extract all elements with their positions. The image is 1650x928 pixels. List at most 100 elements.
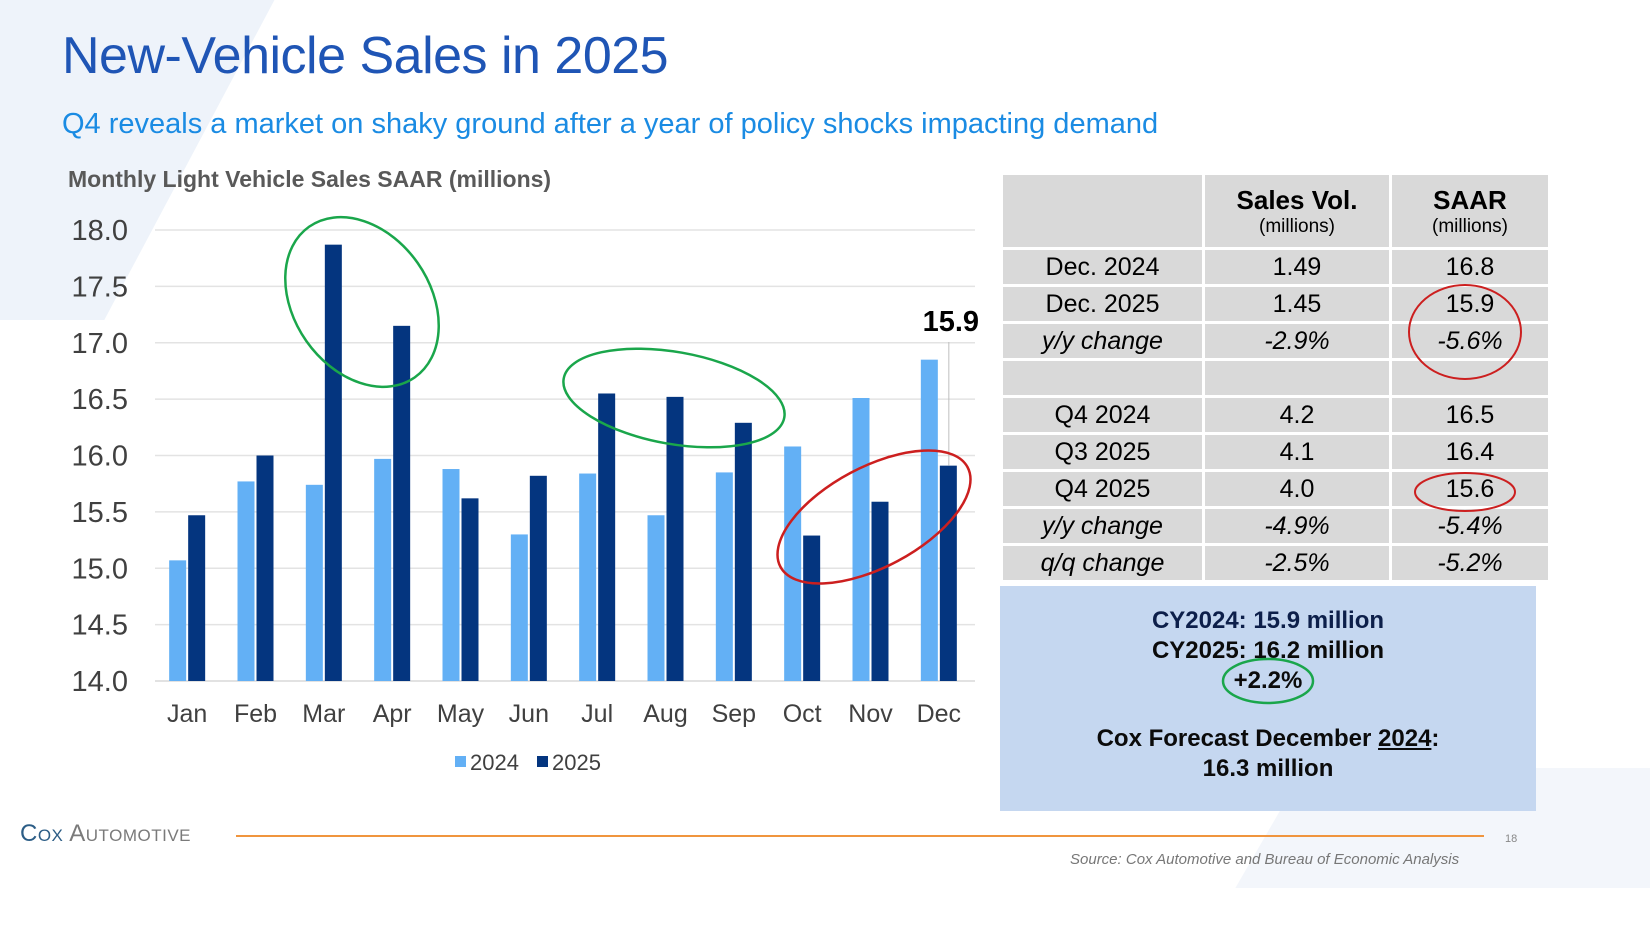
cox-automotive-logo: Cox Automotive (20, 820, 191, 848)
table-cell-saar: 16.5 (1389, 395, 1551, 435)
header-sub: (millions) (1432, 215, 1508, 237)
table-cell-label: y/y change (1000, 321, 1205, 361)
table-cell-vol: -2.5% (1202, 543, 1392, 583)
page-number: 18 (1505, 833, 1518, 845)
y-tick-label: 16.5 (72, 384, 128, 416)
annotation-ellipse (562, 347, 786, 449)
table-cell-vol (1202, 358, 1392, 398)
x-tick-label: Feb (234, 700, 277, 728)
table-cell-label (1000, 358, 1205, 398)
logo-cox: Cox (20, 820, 64, 847)
bar-2025-Aug (666, 396, 684, 681)
table-cell-saar: -5.4% (1389, 506, 1551, 546)
forecast-label: Cox Forecast December 2024: (1000, 724, 1536, 754)
x-tick-label: Aug (643, 700, 687, 728)
annotation-ellipse (284, 215, 440, 389)
x-tick-label: Oct (783, 700, 822, 728)
header-main: SAAR (1433, 184, 1507, 215)
red-circle-annotation (1408, 284, 1522, 380)
table-row: Dec. 2024 1.49 16.8 (1000, 247, 1551, 287)
table-cell-label: Dec. 2024 (1000, 247, 1205, 287)
table-header-blank (1000, 172, 1205, 250)
legend-label: 2024 (470, 750, 519, 775)
x-tick-label: Sep (712, 700, 756, 728)
footer-divider (236, 835, 1484, 837)
logo-automotive: Automotive (63, 820, 192, 847)
y-tick-label: 17.5 (72, 271, 128, 303)
table-cell-saar: 16.8 (1389, 247, 1551, 287)
x-tick-label: Jul (581, 700, 613, 728)
forecast-colon: : (1431, 725, 1440, 752)
bar-chart: 14.0 14.5 15.0 15.5 16.0 16.5 17.0 17.5 18.0 Jan F… (72, 215, 980, 775)
summary-box: CY2024: 15.9 million CY2025: 16.2 millio… (1000, 586, 1536, 811)
table-cell-saar: -5.6% (1389, 321, 1551, 361)
forecast-text: Cox Forecast December (1096, 725, 1379, 752)
table-cell-label: q/q change (1000, 543, 1205, 583)
bar-2024-Apr (374, 458, 392, 681)
header-main: Sales Vol. (1236, 184, 1358, 215)
table-cell-vol: -2.9% (1202, 321, 1392, 361)
bar-2024-Mar (305, 484, 323, 681)
bar-2025-Jul (598, 393, 616, 681)
x-tick-label: Jan (167, 700, 207, 728)
table-row: Q3 2025 4.1 16.4 (1000, 432, 1551, 472)
y-tick-label: 17.0 (72, 328, 128, 360)
x-tick-label: Apr (373, 700, 412, 728)
table-cell-vol: 4.1 (1202, 432, 1392, 472)
table-cell-vol: 1.45 (1202, 284, 1392, 324)
bar-2024-Dec (920, 359, 938, 681)
y-tick-label: 15.0 (72, 553, 128, 585)
page-subtitle: Q4 reveals a market on shaky ground afte… (62, 108, 1159, 140)
green-circle-annotation (1221, 657, 1315, 705)
table-cell-saar: 15.9 (1389, 284, 1551, 324)
bar-2024-May (442, 469, 460, 681)
growth-value: +2.2% (1233, 667, 1303, 694)
bar-2024-Nov (852, 397, 870, 681)
forecast-year: 2024 (1378, 725, 1432, 752)
bar-2024-Jul (579, 473, 597, 681)
bar-2025-Oct (803, 535, 821, 681)
bar-2025-Mar (324, 244, 342, 681)
forecast-value: 16.3 million (1202, 755, 1334, 782)
bar-2025-May (461, 498, 479, 681)
bar-2024-Jan (169, 560, 187, 681)
legend-label: 2025 (552, 750, 601, 775)
x-tick-label: May (437, 700, 485, 728)
chart-title: Monthly Light Vehicle Sales SAAR (millio… (68, 166, 552, 192)
red-circle-annotation (1414, 472, 1516, 512)
annual-growth: +2.2% (1000, 657, 1536, 705)
table-row (1000, 358, 1551, 398)
table-cell-label: Dec. 2025 (1000, 284, 1205, 324)
table-cell-label: Q4 2024 (1000, 395, 1205, 435)
table-header-sales-vol: Sales Vol. (millions) (1202, 172, 1392, 250)
bar-2025-Dec (939, 465, 957, 681)
table-row: q/q change -2.5% -5.2% (1000, 543, 1551, 583)
table-cell-saar: 16.4 (1389, 432, 1551, 472)
table-header-saar: SAAR (millions) (1389, 172, 1551, 250)
table-row: Q4 2024 4.2 16.5 (1000, 395, 1551, 435)
x-tick-label: Jun (509, 700, 549, 728)
bar-2024-Sep (715, 472, 733, 681)
x-tick-label: Dec (917, 700, 961, 728)
legend-swatch-2024 (455, 756, 466, 767)
table-cell-label: y/y change (1000, 506, 1205, 546)
bar-2024-Feb (237, 481, 255, 681)
bar-2024-Jun (510, 534, 528, 681)
bar-2024-Aug (647, 515, 665, 681)
y-tick-label: 14.0 (72, 666, 128, 698)
table-cell-saar: -5.2% (1389, 543, 1551, 583)
bar-2025-Nov (871, 501, 889, 681)
table-cell-label: Q3 2025 (1000, 432, 1205, 472)
data-label: 15.9 (923, 306, 979, 338)
cy2024-total: CY2024: 15.9 million (1151, 607, 1385, 634)
table-header-row: Sales Vol. (millions) SAAR (millions) (1000, 172, 1551, 250)
page-title: New-Vehicle Sales in 2025 (62, 27, 669, 85)
sales-table: Sales Vol. (millions) SAAR (millions) Dec.… (1000, 172, 1551, 583)
bar-2025-Sep (734, 422, 752, 681)
table-cell-vol: -4.9% (1202, 506, 1392, 546)
source-note: Source: Cox Automotive and Bureau of Eco… (1070, 851, 1460, 868)
annotation-ellipse (776, 449, 972, 585)
x-tick-label: Mar (302, 700, 345, 728)
bar-2025-Jan (188, 515, 206, 681)
legend-swatch-2025 (537, 756, 548, 767)
